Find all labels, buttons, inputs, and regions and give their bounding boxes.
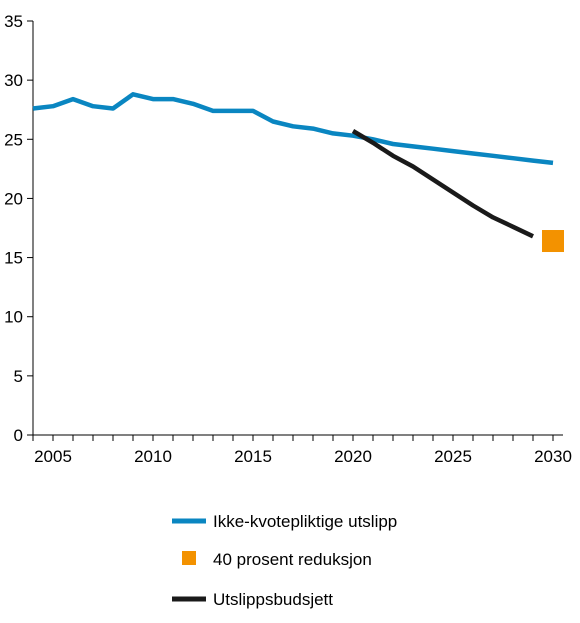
data-marker-40-prosent-reduksjon [542, 230, 564, 253]
y-tick-label: 5 [14, 367, 23, 386]
plot-area [32, 92, 564, 253]
x-tick-label: 2030 [534, 447, 572, 466]
x-tick-label: 2015 [234, 447, 272, 466]
y-tick-label: 35 [4, 12, 23, 31]
x-tick-label: 2025 [434, 447, 472, 466]
legend: Ikke-kvotepliktige utslipp 40 prosent red… [172, 512, 397, 609]
y-tick-label: 15 [4, 249, 23, 268]
x-tick-label: 2005 [34, 447, 72, 466]
legend-label: Utslippsbudsjett [213, 590, 333, 609]
x-tick-label: 2020 [334, 447, 372, 466]
series-line-utslippsbudsjett [351, 129, 534, 239]
series-line-ikke-kvotepliktige-utslipp [32, 92, 554, 166]
y-tick-label: 20 [4, 189, 23, 208]
y-tick-label: 10 [4, 308, 23, 327]
y-tick-label: 25 [4, 130, 23, 149]
y-tick-label: 30 [4, 71, 23, 90]
legend-swatch-marker [182, 551, 196, 565]
legend-label: 40 prosent reduksjon [213, 550, 372, 569]
x-tick-label: 2010 [134, 447, 172, 466]
y-tick-label: 0 [14, 426, 23, 445]
legend-label: Ikke-kvotepliktige utslipp [213, 512, 397, 531]
